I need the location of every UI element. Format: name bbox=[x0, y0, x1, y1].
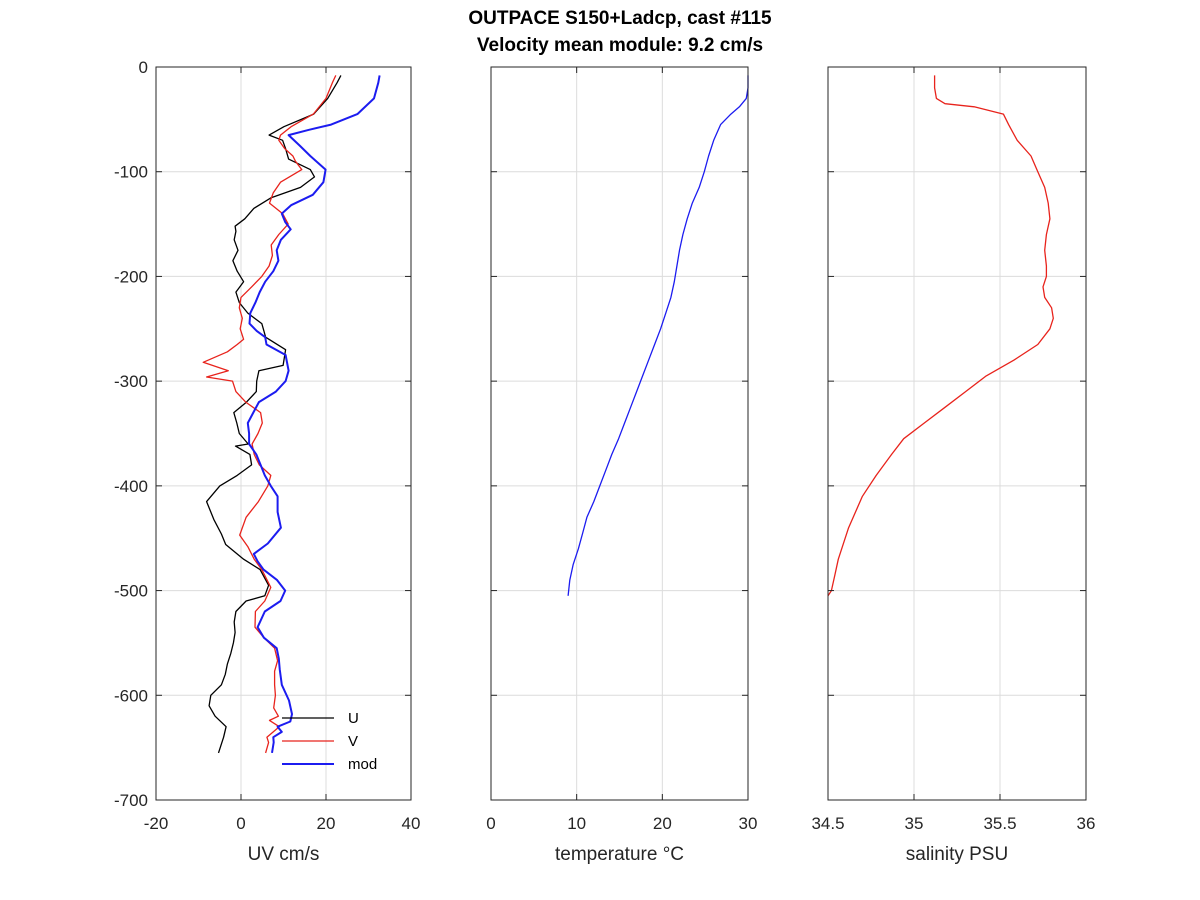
x-tick-label: 34.5 bbox=[811, 814, 844, 833]
chart-title-line-1: OUTPACE S150+Ladcp, cast #115 bbox=[468, 8, 772, 29]
series-line-temperature bbox=[567, 75, 749, 596]
x-tick-label: 30 bbox=[739, 814, 758, 833]
axes-box bbox=[155, 66, 412, 801]
legend-label-u: U bbox=[348, 710, 359, 727]
x-axis-label: temperature °C bbox=[555, 844, 684, 865]
x-tick-label: 20 bbox=[317, 814, 336, 833]
salinity-panel: 34.5 35 35.5 36 salinity PSU bbox=[811, 66, 1096, 865]
series-line-mod bbox=[246, 75, 381, 754]
y-tick-label: 0 bbox=[139, 58, 148, 77]
legend-label-v: V bbox=[348, 733, 358, 750]
x-axis-label: UV cm/s bbox=[248, 844, 320, 865]
y-tick-label: -700 bbox=[114, 791, 148, 810]
temperature-panel: 0 10 20 30 temperature °C bbox=[486, 66, 758, 865]
series-line-u bbox=[205, 75, 342, 754]
y-tick-label: -300 bbox=[114, 372, 148, 391]
chart-title-line-2: Velocity mean module: 9.2 cm/s bbox=[477, 35, 763, 56]
axes-box bbox=[490, 66, 749, 801]
y-tick-label: -600 bbox=[114, 686, 148, 705]
y-tick-label: -200 bbox=[114, 267, 148, 286]
y-tick-label: -100 bbox=[114, 163, 148, 182]
series-line-v bbox=[202, 75, 337, 754]
x-tick-label: 35 bbox=[905, 814, 924, 833]
velocity-panel: -20 0 20 400-100-200-300-400-500-600-700UV … bbox=[114, 58, 420, 865]
x-tick-label: 0 bbox=[486, 814, 495, 833]
x-tick-label: -20 bbox=[144, 814, 169, 833]
x-axis-label: salinity PSU bbox=[906, 844, 1008, 865]
axes-box bbox=[827, 66, 1087, 801]
x-tick-label: 0 bbox=[236, 814, 245, 833]
x-tick-label: 35.5 bbox=[983, 814, 1016, 833]
x-tick-label: 36 bbox=[1077, 814, 1096, 833]
x-tick-label: 10 bbox=[567, 814, 586, 833]
y-tick-label: -500 bbox=[114, 582, 148, 601]
legend-label-mod: mod bbox=[348, 756, 377, 773]
series-line-salinity bbox=[827, 75, 1054, 597]
x-tick-label: 40 bbox=[402, 814, 421, 833]
x-tick-label: 20 bbox=[653, 814, 672, 833]
y-tick-label: -400 bbox=[114, 477, 148, 496]
